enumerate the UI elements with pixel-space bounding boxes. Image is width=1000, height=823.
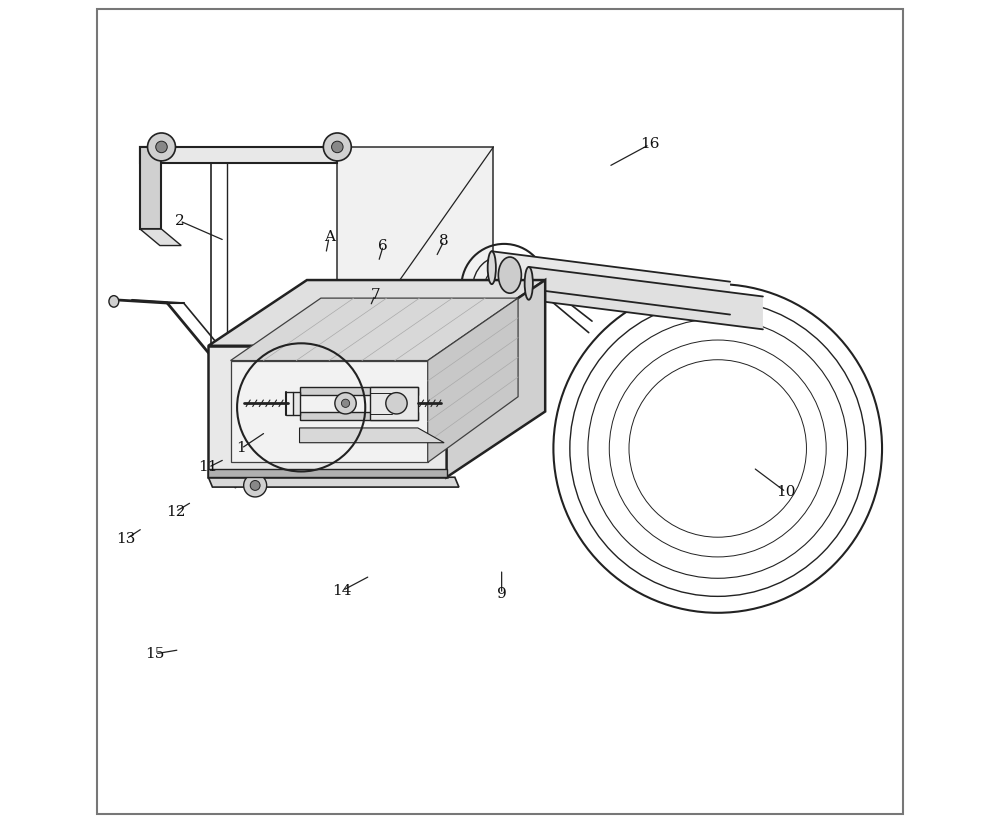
Text: 14: 14 bbox=[333, 584, 352, 597]
Text: 2: 2 bbox=[175, 214, 184, 228]
Circle shape bbox=[156, 142, 167, 153]
Ellipse shape bbox=[498, 257, 521, 293]
Polygon shape bbox=[428, 298, 518, 463]
Polygon shape bbox=[337, 147, 493, 369]
Polygon shape bbox=[231, 298, 518, 360]
Text: 1: 1 bbox=[236, 441, 246, 455]
Text: 11: 11 bbox=[199, 460, 218, 474]
Circle shape bbox=[386, 393, 407, 414]
Polygon shape bbox=[140, 229, 181, 245]
Text: 9: 9 bbox=[497, 587, 507, 601]
Text: A: A bbox=[324, 230, 335, 244]
Polygon shape bbox=[140, 147, 161, 229]
Ellipse shape bbox=[109, 295, 119, 307]
Polygon shape bbox=[370, 387, 418, 420]
Polygon shape bbox=[492, 251, 730, 314]
Ellipse shape bbox=[488, 251, 496, 284]
Text: 7: 7 bbox=[370, 288, 380, 302]
Text: 16: 16 bbox=[640, 137, 659, 151]
Polygon shape bbox=[529, 267, 763, 329]
Polygon shape bbox=[208, 280, 545, 346]
Circle shape bbox=[332, 142, 343, 153]
Circle shape bbox=[244, 474, 267, 497]
Circle shape bbox=[341, 399, 350, 407]
Polygon shape bbox=[300, 412, 418, 420]
Text: 15: 15 bbox=[145, 647, 165, 661]
Polygon shape bbox=[293, 392, 300, 415]
Text: 12: 12 bbox=[166, 504, 185, 518]
Text: 10: 10 bbox=[776, 485, 796, 499]
Polygon shape bbox=[231, 360, 428, 463]
Circle shape bbox=[335, 393, 356, 414]
Circle shape bbox=[323, 133, 351, 161]
Text: 6: 6 bbox=[378, 239, 388, 253]
Polygon shape bbox=[208, 469, 447, 477]
Circle shape bbox=[148, 133, 175, 161]
Polygon shape bbox=[140, 147, 337, 164]
Text: 8: 8 bbox=[439, 234, 449, 248]
Ellipse shape bbox=[525, 267, 533, 300]
Text: 13: 13 bbox=[116, 532, 136, 546]
Polygon shape bbox=[300, 387, 418, 395]
Circle shape bbox=[250, 481, 260, 491]
Polygon shape bbox=[208, 477, 459, 487]
Polygon shape bbox=[300, 428, 444, 443]
Polygon shape bbox=[208, 346, 447, 477]
Circle shape bbox=[501, 283, 507, 290]
Polygon shape bbox=[447, 280, 545, 477]
